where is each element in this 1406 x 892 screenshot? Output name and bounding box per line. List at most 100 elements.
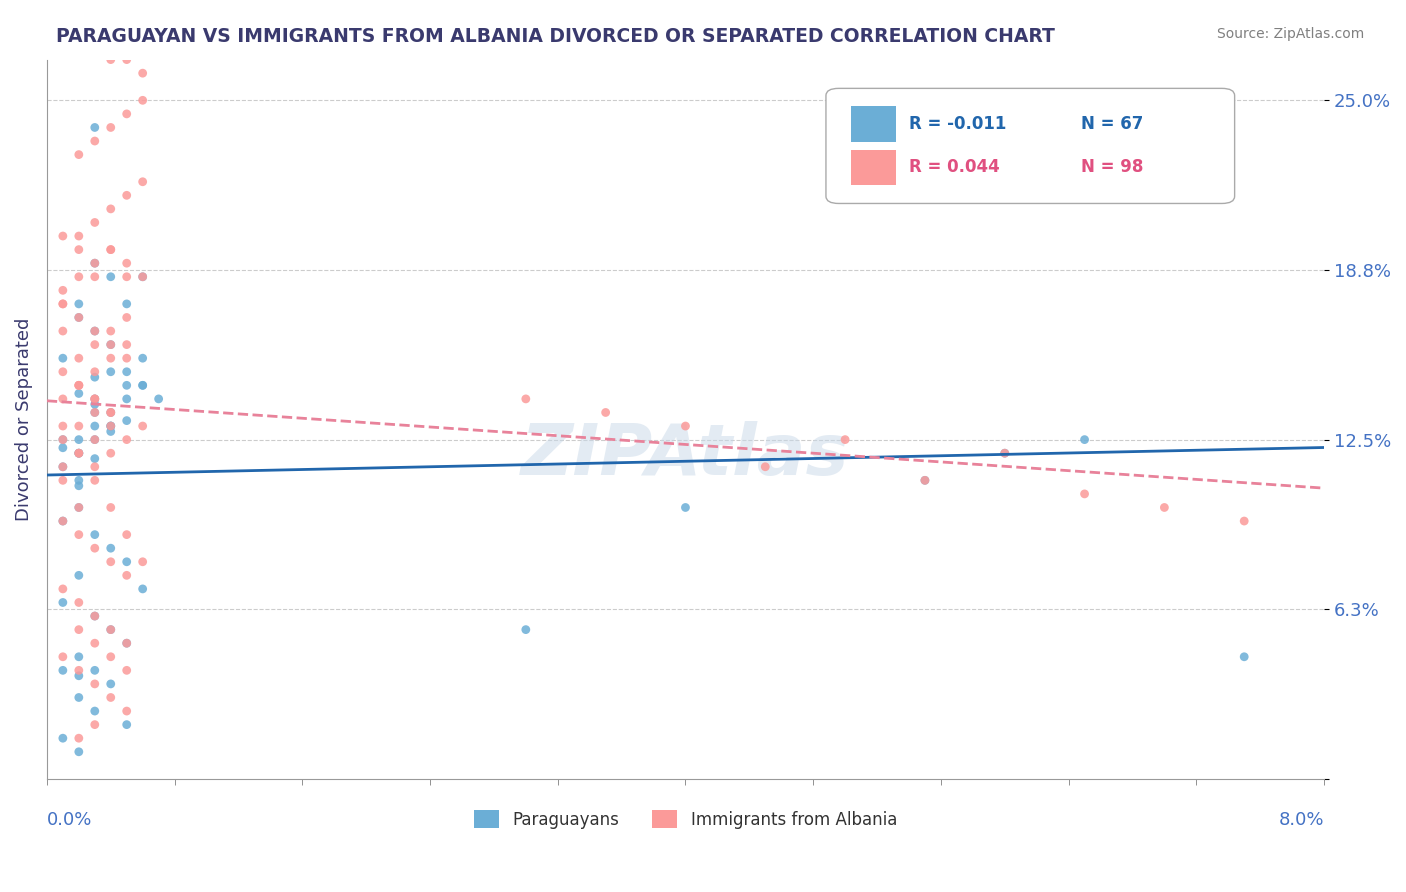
- Point: [100, 677, 122, 691]
- Text: ZIPAtlas: ZIPAtlas: [522, 421, 849, 490]
- Point: [83, 459, 105, 474]
- Point: [914, 93, 936, 107]
- Point: [115, 269, 138, 284]
- Point: [83, 392, 105, 406]
- Point: [100, 500, 122, 515]
- Point: [115, 414, 138, 428]
- Point: [115, 433, 138, 447]
- Point: [52, 459, 75, 474]
- Point: [115, 351, 138, 366]
- Point: [115, 527, 138, 541]
- Point: [595, 405, 617, 419]
- Point: [67, 500, 90, 515]
- Point: [100, 541, 122, 556]
- Point: [67, 568, 90, 582]
- Point: [67, 147, 90, 161]
- Point: [52, 441, 75, 455]
- Point: [52, 649, 75, 664]
- Point: [52, 473, 75, 487]
- Point: [52, 297, 75, 311]
- Point: [83, 609, 105, 624]
- Point: [115, 378, 138, 392]
- Point: [115, 365, 138, 379]
- Point: [67, 669, 90, 683]
- Point: [100, 243, 122, 257]
- Point: [1233, 649, 1256, 664]
- Point: [67, 378, 90, 392]
- Point: [100, 269, 122, 284]
- Point: [67, 433, 90, 447]
- Point: [67, 351, 90, 366]
- Point: [100, 425, 122, 439]
- Point: [115, 717, 138, 731]
- Point: [67, 297, 90, 311]
- Point: [83, 541, 105, 556]
- Point: [131, 378, 153, 392]
- Point: [100, 405, 122, 419]
- Point: [100, 419, 122, 434]
- Point: [83, 337, 105, 351]
- Text: R = 0.044: R = 0.044: [908, 159, 1000, 177]
- Point: [1073, 433, 1095, 447]
- Point: [100, 623, 122, 637]
- Text: PARAGUAYAN VS IMMIGRANTS FROM ALBANIA DIVORCED OR SEPARATED CORRELATION CHART: PARAGUAYAN VS IMMIGRANTS FROM ALBANIA DI…: [56, 27, 1054, 45]
- Point: [83, 433, 105, 447]
- FancyBboxPatch shape: [852, 106, 896, 143]
- Point: [83, 473, 105, 487]
- Point: [1073, 487, 1095, 501]
- Point: [67, 731, 90, 746]
- Point: [100, 202, 122, 216]
- Point: [675, 500, 697, 515]
- Point: [52, 433, 75, 447]
- Point: [67, 623, 90, 637]
- FancyBboxPatch shape: [852, 150, 896, 186]
- Point: [100, 419, 122, 434]
- Point: [52, 514, 75, 528]
- Point: [83, 704, 105, 718]
- Point: [100, 446, 122, 460]
- Point: [52, 595, 75, 609]
- Point: [914, 473, 936, 487]
- FancyBboxPatch shape: [825, 88, 1234, 203]
- Point: [83, 717, 105, 731]
- Point: [115, 337, 138, 351]
- Point: [52, 365, 75, 379]
- Point: [115, 568, 138, 582]
- Point: [100, 337, 122, 351]
- Point: [52, 283, 75, 297]
- Point: [67, 229, 90, 244]
- Point: [83, 256, 105, 270]
- Point: [52, 229, 75, 244]
- Point: [52, 582, 75, 596]
- Point: [67, 310, 90, 325]
- Point: [131, 555, 153, 569]
- Point: [67, 664, 90, 678]
- Point: [100, 351, 122, 366]
- Point: [100, 324, 122, 338]
- Point: [83, 120, 105, 135]
- Point: [100, 120, 122, 135]
- Point: [52, 324, 75, 338]
- Point: [67, 386, 90, 401]
- Point: [115, 107, 138, 121]
- Point: [83, 609, 105, 624]
- Text: 0.0%: 0.0%: [46, 812, 93, 830]
- Point: [115, 664, 138, 678]
- Point: [115, 310, 138, 325]
- Point: [515, 392, 537, 406]
- Point: [83, 664, 105, 678]
- Point: [100, 405, 122, 419]
- Point: [515, 623, 537, 637]
- Point: [67, 595, 90, 609]
- Point: [148, 392, 170, 406]
- Point: [83, 405, 105, 419]
- Point: [115, 636, 138, 650]
- Point: [83, 397, 105, 411]
- Point: [83, 269, 105, 284]
- Y-axis label: Divorced or Separated: Divorced or Separated: [15, 318, 32, 521]
- Point: [67, 446, 90, 460]
- Point: [131, 351, 153, 366]
- Point: [83, 433, 105, 447]
- Text: Source: ZipAtlas.com: Source: ZipAtlas.com: [1216, 27, 1364, 41]
- Point: [67, 527, 90, 541]
